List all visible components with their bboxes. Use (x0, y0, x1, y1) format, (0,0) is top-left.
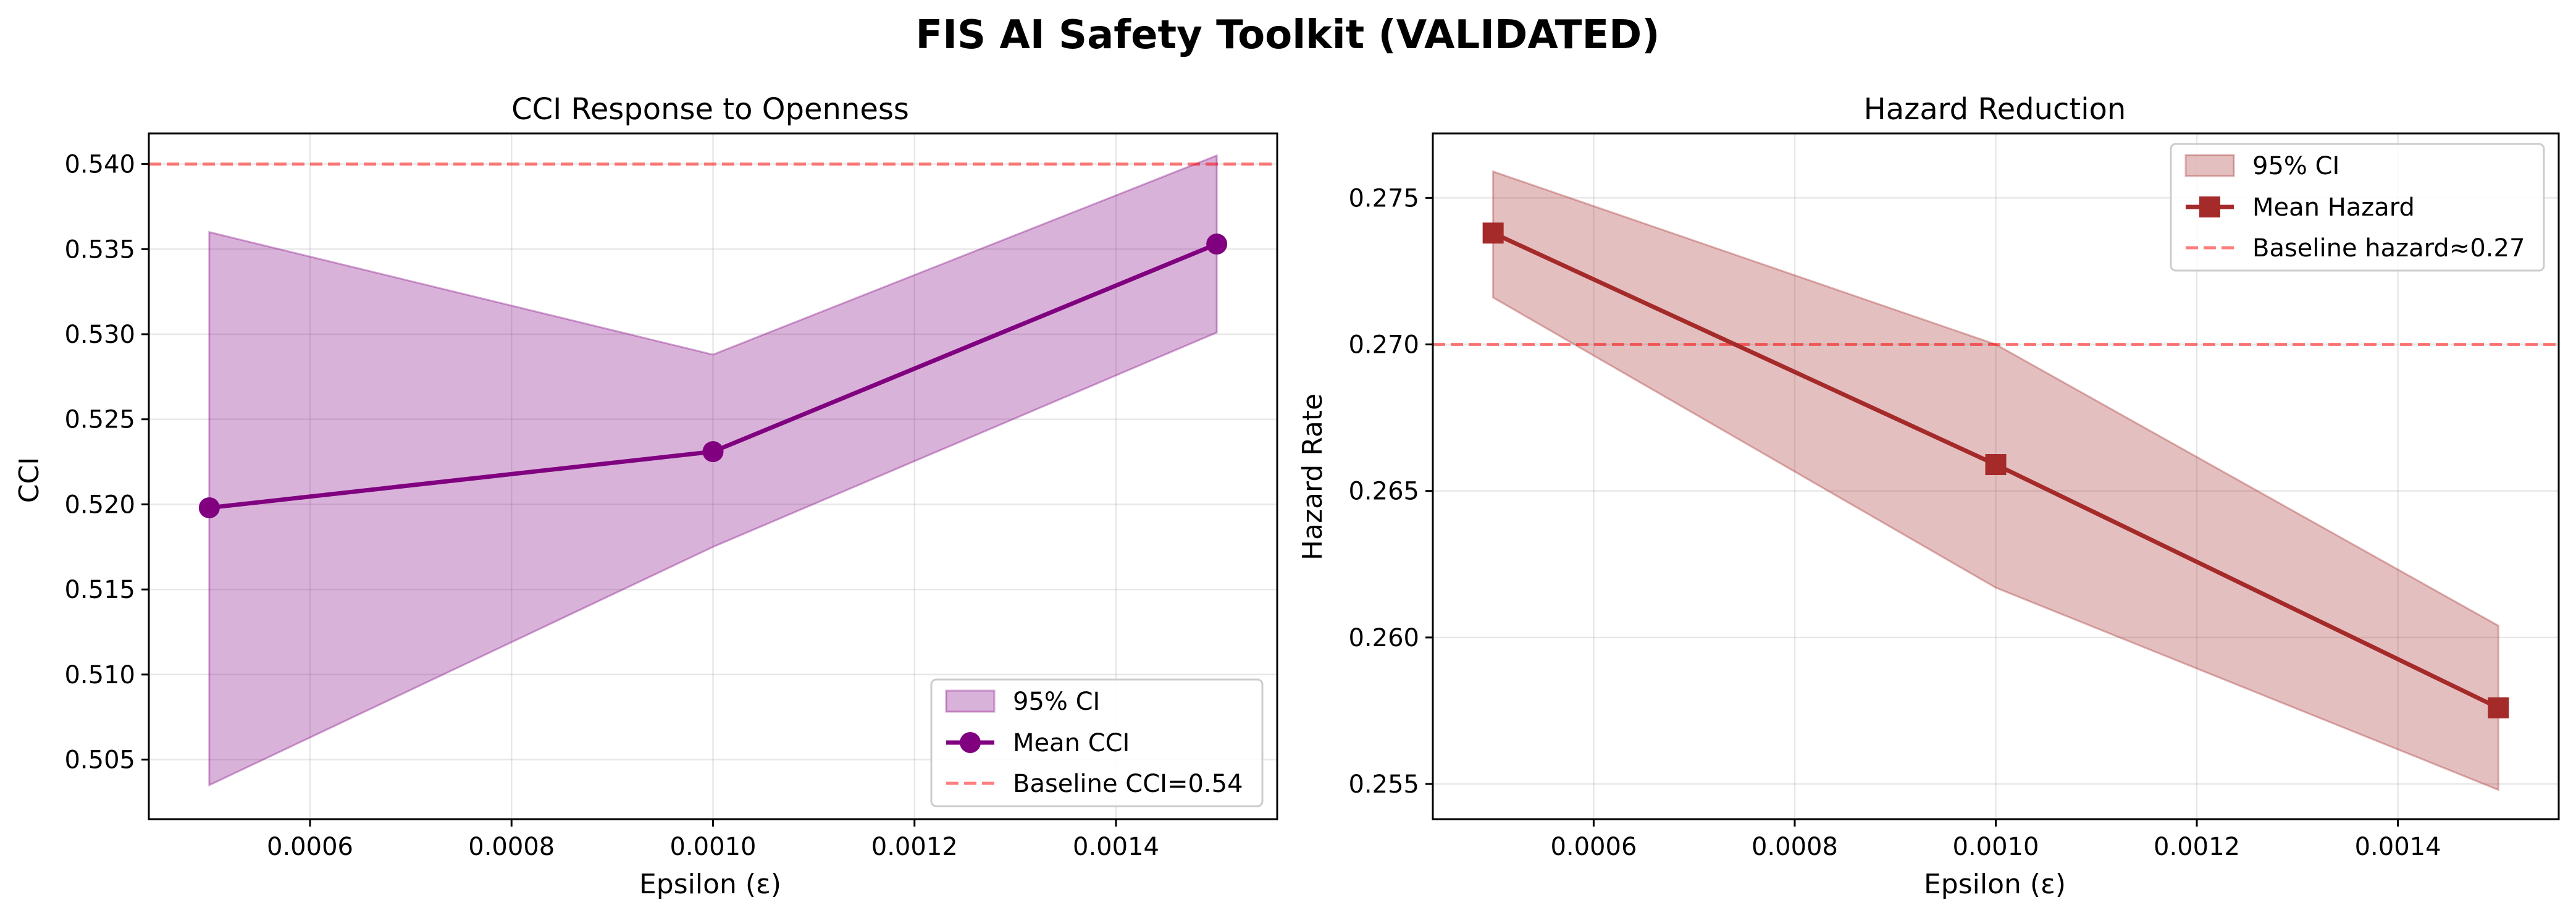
ci-band (208, 154, 1218, 787)
legend-frame (2170, 143, 2545, 272)
y-tick-label: 0.510 (64, 661, 135, 689)
data-point (1482, 222, 1504, 244)
chart-title: CCI Response to Openness (511, 92, 909, 127)
legend-swatch-marker (2199, 196, 2220, 217)
legend-frame (930, 678, 1264, 807)
x-tick-label: 0.0012 (2154, 833, 2240, 861)
legend-swatch-marker (960, 732, 981, 753)
x-tick-label: 0.0008 (1752, 833, 1838, 861)
y-tick-label: 0.255 (1348, 770, 1419, 799)
x-tick-label: 0.0014 (1073, 833, 1159, 861)
data-point (702, 441, 724, 463)
y-tick-label: 0.515 (64, 576, 135, 604)
chart-hazard: Hazard Reduction Epsilon (ε) Hazard Rate… (1297, 92, 2560, 900)
legend-label: 95% CI (1013, 688, 1100, 716)
y-tick-label: 0.505 (64, 746, 135, 775)
chart-cci: CCI Response to Openness Epsilon (ε) CCI… (14, 92, 1278, 900)
legend: 95% CI Mean Hazard Baseline hazard≈0.27 (2170, 143, 2545, 272)
y-tick-label: 0.540 (64, 151, 135, 179)
data-point (198, 497, 220, 518)
legend: 95% CI Mean CCI Baseline CCI=0.54 (930, 678, 1264, 807)
y-tick-label: 0.265 (1348, 478, 1419, 506)
y-tick-label: 0.275 (1348, 184, 1419, 213)
legend-label: Mean Hazard (2252, 193, 2415, 222)
y-axis-label: Hazard Rate (1297, 394, 1328, 560)
y-tick-label: 0.260 (1348, 624, 1419, 652)
x-tick-label: 0.0010 (1953, 833, 2039, 861)
x-axis-label: Epsilon (ε) (1924, 869, 2066, 900)
legend-label: Mean CCI (1013, 729, 1130, 757)
x-tick-label: 0.0006 (1550, 833, 1637, 861)
data-point (1206, 234, 1228, 255)
y-tick-label: 0.520 (64, 491, 135, 519)
y-tick-label: 0.530 (64, 321, 135, 349)
x-axis-label: Epsilon (ε) (639, 869, 781, 900)
figure-suptitle: FIS AI Safety Toolkit (VALIDATED) (915, 12, 1659, 58)
y-tick-label: 0.525 (64, 406, 135, 434)
x-tick-label: 0.0014 (2355, 833, 2441, 861)
y-tick-label: 0.270 (1348, 331, 1419, 360)
legend-swatch-ci (2184, 154, 2235, 177)
x-tick-label: 0.0006 (267, 833, 353, 861)
data-point (1985, 454, 2007, 476)
chart-title: Hazard Reduction (1864, 92, 2126, 127)
legend-label: Baseline CCI=0.54 (1013, 770, 1243, 798)
x-tick-label: 0.0010 (670, 833, 757, 861)
legend-swatch-ci (945, 689, 996, 713)
x-tick-label: 0.0012 (871, 833, 958, 861)
legend-label: 95% CI (2252, 152, 2339, 180)
legend-label: Baseline hazard≈0.27 (2252, 234, 2525, 263)
y-tick-label: 0.535 (64, 235, 135, 264)
x-tick-label: 0.0008 (468, 833, 555, 861)
y-axis-label: CCI (14, 457, 45, 503)
data-point (2488, 697, 2509, 718)
